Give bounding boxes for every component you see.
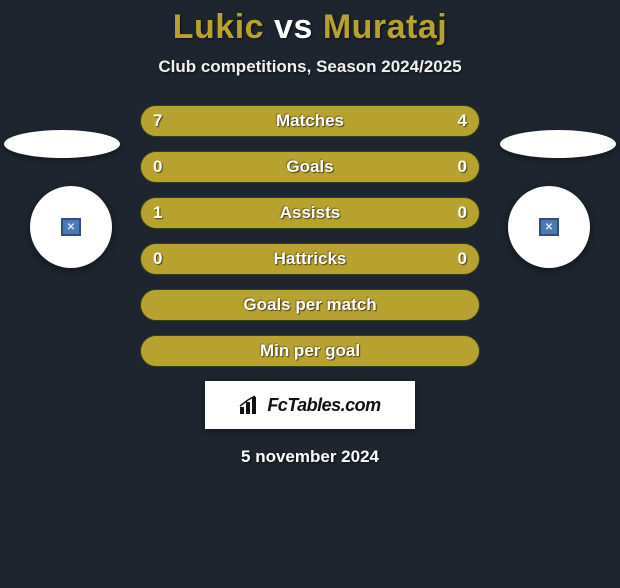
stat-row: Assists10 xyxy=(140,197,480,229)
brand-box: FcTables.com xyxy=(205,381,415,429)
stat-bar-left xyxy=(141,152,479,182)
date-line: 5 november 2024 xyxy=(0,447,620,467)
decor-ellipse-left xyxy=(4,130,120,158)
stat-bar-left xyxy=(141,290,479,320)
stats-bars: Matches74 Goals00 Assists10 Hattricks00 Goal… xyxy=(140,105,480,367)
stat-row: Hattricks00 xyxy=(140,243,480,275)
brand-bars-icon xyxy=(239,395,261,415)
player-right-name: Murataj xyxy=(323,8,447,46)
player-left-photo-placeholder: ✕ xyxy=(30,186,112,268)
brand-text: FcTables.com xyxy=(267,395,380,416)
stage: ✕ ✕ Matches74 Goals00 Assists10 Hattricks00… xyxy=(0,105,620,467)
stat-row: Matches74 xyxy=(140,105,480,137)
page-title: Lukic vs Murataj xyxy=(0,8,620,47)
vs-word: vs xyxy=(274,8,313,46)
stat-bar-right xyxy=(361,106,479,136)
image-placeholder-icon: ✕ xyxy=(61,218,81,236)
stat-row: Goals per match xyxy=(140,289,480,321)
player-left-name: Lukic xyxy=(173,8,264,46)
player-right-photo-placeholder: ✕ xyxy=(508,186,590,268)
stat-row: Goals00 xyxy=(140,151,480,183)
stat-bar-left xyxy=(141,106,361,136)
stat-row: Min per goal xyxy=(140,335,480,367)
stat-bar-left xyxy=(141,336,479,366)
image-placeholder-icon: ✕ xyxy=(539,218,559,236)
stat-bar-left xyxy=(141,244,479,274)
stat-bar-left xyxy=(141,198,479,228)
decor-ellipse-right xyxy=(500,130,616,158)
subtitle: Club competitions, Season 2024/2025 xyxy=(0,57,620,77)
